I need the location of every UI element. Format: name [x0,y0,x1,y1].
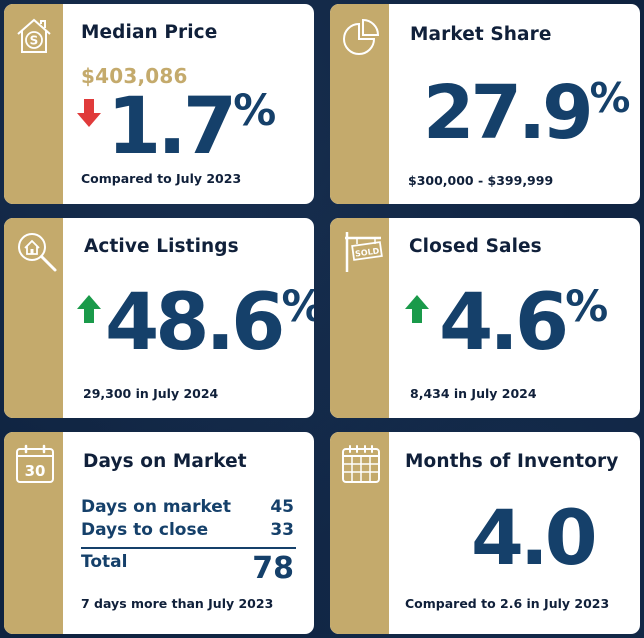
change-percent: 4.6% [439,282,608,362]
row-value: 33 [270,520,294,540]
card-band: SOLD [330,218,389,418]
change-value: 48.6 [105,278,285,368]
row-value: 45 [270,497,294,517]
change-percent: 1.7% [107,86,276,166]
card-band: 30 [4,432,63,634]
change-value: 4.6 [439,278,569,368]
card-title: Days on Market [83,451,247,472]
active-listings-card: Active Listings 48.6% 29,300 in July 202… [4,218,314,418]
card-caption: Compared to July 2023 [81,171,242,186]
days-to-close-row: Days to close 33 [81,520,294,540]
card-band [330,4,389,204]
card-caption: $300,000 - $399,999 [408,173,554,188]
card-title: Market Share [410,24,552,45]
market-share-value: 27.9% [423,74,631,150]
card-title: Closed Sales [409,236,542,257]
percent-sign: % [565,282,608,333]
house-search-icon [18,233,57,272]
days-on-market-card: 30 Days on Market Days on market 45 Days… [4,432,314,634]
card-title: Months of Inventory [405,451,619,472]
arrow-up-icon [405,295,429,323]
card-band [330,432,389,634]
days-on-market-row: Days on market 45 [81,497,294,517]
house-dollar-icon: S [17,18,51,53]
closed-sales-card: SOLD Closed Sales 4.6% 8,434 in July 202… [330,218,640,418]
calendar-number: 30 [25,462,46,480]
arrow-down-icon [77,99,101,127]
card-title: Median Price [81,22,218,43]
median-price-value: $403,086 [81,64,188,88]
median-price-card: S Median Price $403,086 1.7% Compared to… [4,4,314,204]
card-caption: 8,434 in July 2024 [410,386,537,401]
card-band [4,218,63,418]
card-caption: 7 days more than July 2023 [81,596,274,611]
calendar-30-icon: 30 [16,444,54,483]
percent-sign: % [589,74,631,123]
calendar-grid-icon [342,445,380,483]
total-label: Total [81,552,128,572]
card-band: S [4,4,63,204]
arrow-up-icon [77,295,101,323]
months-inventory-value: 4.0 [471,493,598,582]
change-value: 1.7 [107,82,237,172]
card-caption: Compared to 2.6 in July 2023 [405,596,610,611]
total-row: Total 78 [81,552,294,584]
card-title: Active Listings [84,236,239,257]
card-caption: 29,300 in July 2024 [83,386,219,401]
total-value: 78 [252,551,294,586]
divider [81,547,296,549]
pie-chart-icon [343,18,380,55]
market-share-card: Market Share 27.9% $300,000 - $399,999 [330,4,640,204]
percent-sign: % [233,86,276,137]
row-label: Days to close [81,520,209,540]
months-of-inventory-card: Months of Inventory 4.0 Compared to 2.6 … [330,432,640,634]
svg-text:SOLD: SOLD [355,246,381,258]
sold-sign-icon: SOLD [345,232,383,272]
value: 27.9 [423,70,594,156]
row-label: Days on market [81,497,231,517]
percent-sign: % [281,282,314,332]
change-percent: 48.6% [105,284,314,362]
svg-text:S: S [30,34,39,48]
